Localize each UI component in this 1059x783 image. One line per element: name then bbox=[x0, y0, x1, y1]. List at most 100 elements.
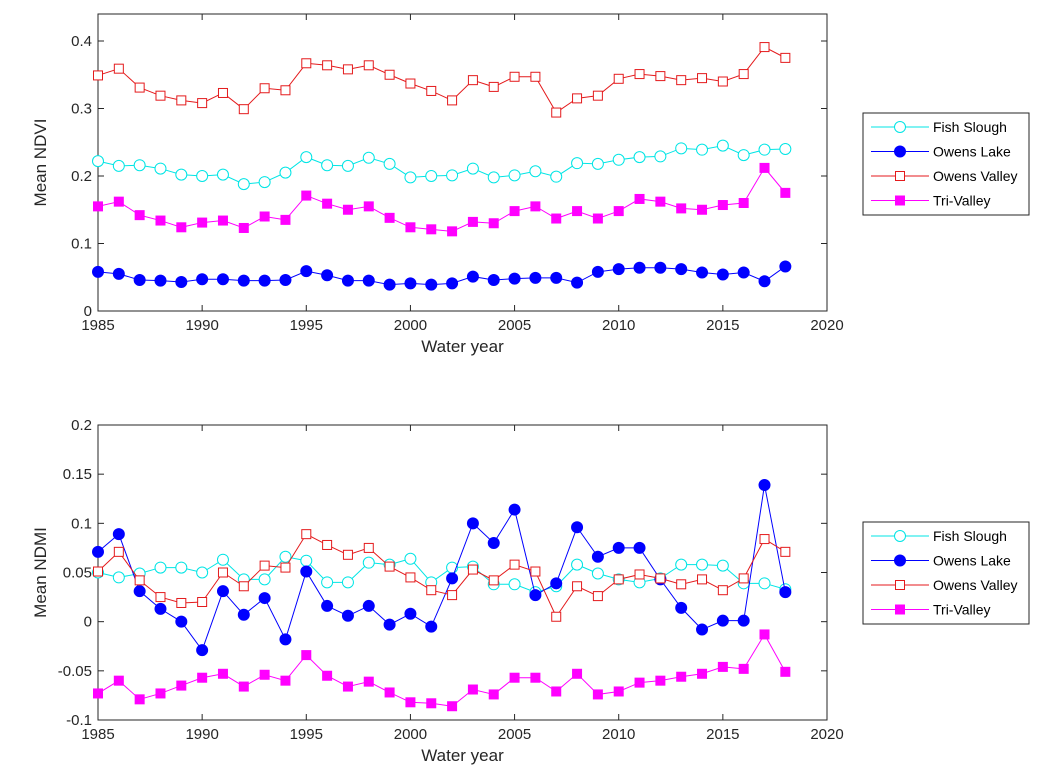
chart-0-point-tri-valley bbox=[780, 187, 791, 198]
chart-1-point-fish-slough bbox=[675, 558, 688, 571]
chart-0-point-fish-slough bbox=[487, 171, 500, 184]
chart-1-series-owens-lake bbox=[92, 478, 792, 657]
chart-0-point-owens-valley bbox=[759, 42, 770, 53]
chart-0-point-owens-valley bbox=[592, 90, 603, 101]
chart-0-point-owens-lake bbox=[446, 277, 459, 290]
chart-0-point-owens-lake bbox=[675, 263, 688, 276]
chart-0-legend-label: Fish Slough bbox=[933, 119, 1007, 135]
chart-0-point-owens-valley bbox=[447, 95, 458, 106]
chart-1-point-fish-slough bbox=[362, 556, 375, 569]
chart-0-point-owens-lake bbox=[529, 271, 542, 284]
chart-0-point-fish-slough bbox=[133, 159, 146, 172]
chart-1-point-owens-lake bbox=[758, 478, 771, 491]
chart-1-point-owens-valley bbox=[217, 567, 228, 578]
chart-0-point-tri-valley bbox=[134, 210, 145, 221]
chart-1-legend-marker bbox=[894, 554, 906, 567]
chart-0-x-tick-label: 1995 bbox=[290, 317, 323, 334]
chart-0-point-tri-valley bbox=[655, 196, 666, 207]
chart-0-point-fish-slough bbox=[321, 159, 334, 172]
chart-1-point-owens-lake bbox=[737, 614, 750, 627]
chart-1-point-fish-slough bbox=[508, 578, 521, 591]
chart-0-point-tri-valley bbox=[634, 193, 645, 204]
chart-1-point-owens-valley bbox=[509, 559, 520, 570]
chart-1-point-tri-valley bbox=[426, 698, 437, 709]
chart-0-point-owens-lake bbox=[321, 269, 334, 282]
chart-1-series-line-tri-valley bbox=[97, 633, 786, 707]
chart-0-point-tri-valley bbox=[530, 201, 541, 212]
chart-1-point-fish-slough bbox=[404, 552, 417, 565]
chart-0-point-tri-valley bbox=[759, 162, 770, 173]
chart-0-point-owens-lake bbox=[571, 276, 584, 289]
chart-1-point-owens-lake bbox=[112, 528, 125, 541]
chart-0-point-tri-valley bbox=[613, 206, 624, 217]
chart-0-y-tick-label: 0.4 bbox=[71, 33, 92, 50]
chart-0-y-tick-label: 0.2 bbox=[71, 168, 92, 185]
chart-0-point-owens-lake bbox=[466, 270, 479, 283]
chart-0-point-owens-valley bbox=[530, 71, 541, 82]
chart-1-point-tri-valley bbox=[780, 666, 791, 677]
chart-1-point-tri-valley bbox=[613, 686, 624, 697]
chart-1-point-owens-lake bbox=[591, 550, 604, 563]
chart-0-x-tick-label: 2015 bbox=[706, 317, 739, 334]
chart-0-point-tri-valley bbox=[592, 213, 603, 224]
chart-1-point-owens-valley bbox=[322, 539, 333, 550]
chart-1-point-owens-valley bbox=[155, 592, 166, 603]
chart-1-point-tri-valley bbox=[634, 677, 645, 688]
chart-1-series-line-owens-lake bbox=[97, 484, 786, 652]
chart-0-x-tick-label: 2020 bbox=[810, 317, 843, 334]
chart-1-point-tri-valley bbox=[342, 681, 353, 692]
chart-0-point-tri-valley bbox=[301, 190, 312, 201]
chart-1-point-tri-valley bbox=[655, 675, 666, 686]
chart-0-point-owens-valley bbox=[134, 82, 145, 93]
chart-1-y-tick-label: 0.15 bbox=[63, 466, 92, 483]
chart-0-point-owens-lake bbox=[175, 275, 188, 288]
chart-0-legend-entry-owens-lake: Owens Lake bbox=[871, 144, 1011, 160]
chart-1-point-owens-lake bbox=[216, 585, 229, 598]
chart-0-point-owens-valley bbox=[738, 69, 749, 80]
chart-1-point-owens-valley bbox=[113, 546, 124, 557]
chart-0-point-owens-valley bbox=[676, 75, 687, 86]
chart-0-point-owens-valley bbox=[509, 71, 520, 82]
chart-1-point-tri-valley bbox=[238, 681, 249, 692]
chart-0-point-owens-valley bbox=[634, 69, 645, 80]
chart-0-point-fish-slough bbox=[237, 178, 250, 191]
chart-1-point-owens-lake bbox=[529, 589, 542, 602]
chart-0-point-owens-lake bbox=[654, 261, 667, 274]
chart-0-point-fish-slough bbox=[716, 139, 729, 152]
chart-0-point-owens-valley bbox=[384, 69, 395, 80]
chart-1-point-owens-lake bbox=[258, 592, 271, 605]
chart-0-point-owens-valley bbox=[405, 78, 416, 89]
chart-0-point-tri-valley bbox=[322, 198, 333, 209]
chart-0-point-fish-slough bbox=[675, 142, 688, 155]
chart-0-series-line-owens-valley bbox=[97, 46, 786, 114]
chart-1-point-owens-lake bbox=[696, 623, 709, 636]
chart-0-point-tri-valley bbox=[738, 198, 749, 208]
chart-1-point-owens-valley bbox=[197, 597, 208, 607]
chart-1-x-tick-label: 1985 bbox=[81, 726, 114, 743]
chart-1-point-owens-valley bbox=[551, 611, 562, 622]
chart-0-point-owens-lake bbox=[300, 265, 313, 278]
chart-1-point-fish-slough bbox=[571, 558, 584, 571]
chart-0-point-fish-slough bbox=[258, 176, 271, 189]
chart-0-point-fish-slough bbox=[279, 166, 292, 179]
chart-0-point-fish-slough bbox=[112, 159, 125, 172]
chart-0-point-owens-lake bbox=[196, 273, 209, 286]
chart-1-point-owens-valley bbox=[613, 574, 624, 585]
chart-0-point-owens-valley bbox=[467, 75, 478, 86]
chart-0-point-fish-slough bbox=[362, 151, 375, 164]
chart-1-point-owens-lake bbox=[550, 577, 563, 590]
chart-0-y-axis-label: Mean NDVI bbox=[31, 119, 50, 207]
chart-1-point-owens-lake bbox=[341, 609, 354, 622]
chart-0-point-fish-slough bbox=[154, 162, 167, 175]
chart-1-point-owens-valley bbox=[655, 573, 666, 584]
chart-1-point-owens-valley bbox=[134, 575, 145, 586]
chart-1-point-tri-valley bbox=[405, 697, 416, 708]
chart-0-point-owens-valley bbox=[780, 52, 791, 63]
chart-1-point-tri-valley bbox=[467, 684, 478, 695]
chart-0-legend-marker bbox=[894, 145, 906, 158]
chart-1-series-owens-valley bbox=[93, 529, 791, 622]
chart-0-point-tri-valley bbox=[447, 226, 458, 237]
chart-1-point-owens-lake bbox=[612, 541, 625, 554]
chart-1-point-owens-lake bbox=[279, 633, 292, 646]
chart-1-point-owens-valley bbox=[676, 579, 687, 590]
